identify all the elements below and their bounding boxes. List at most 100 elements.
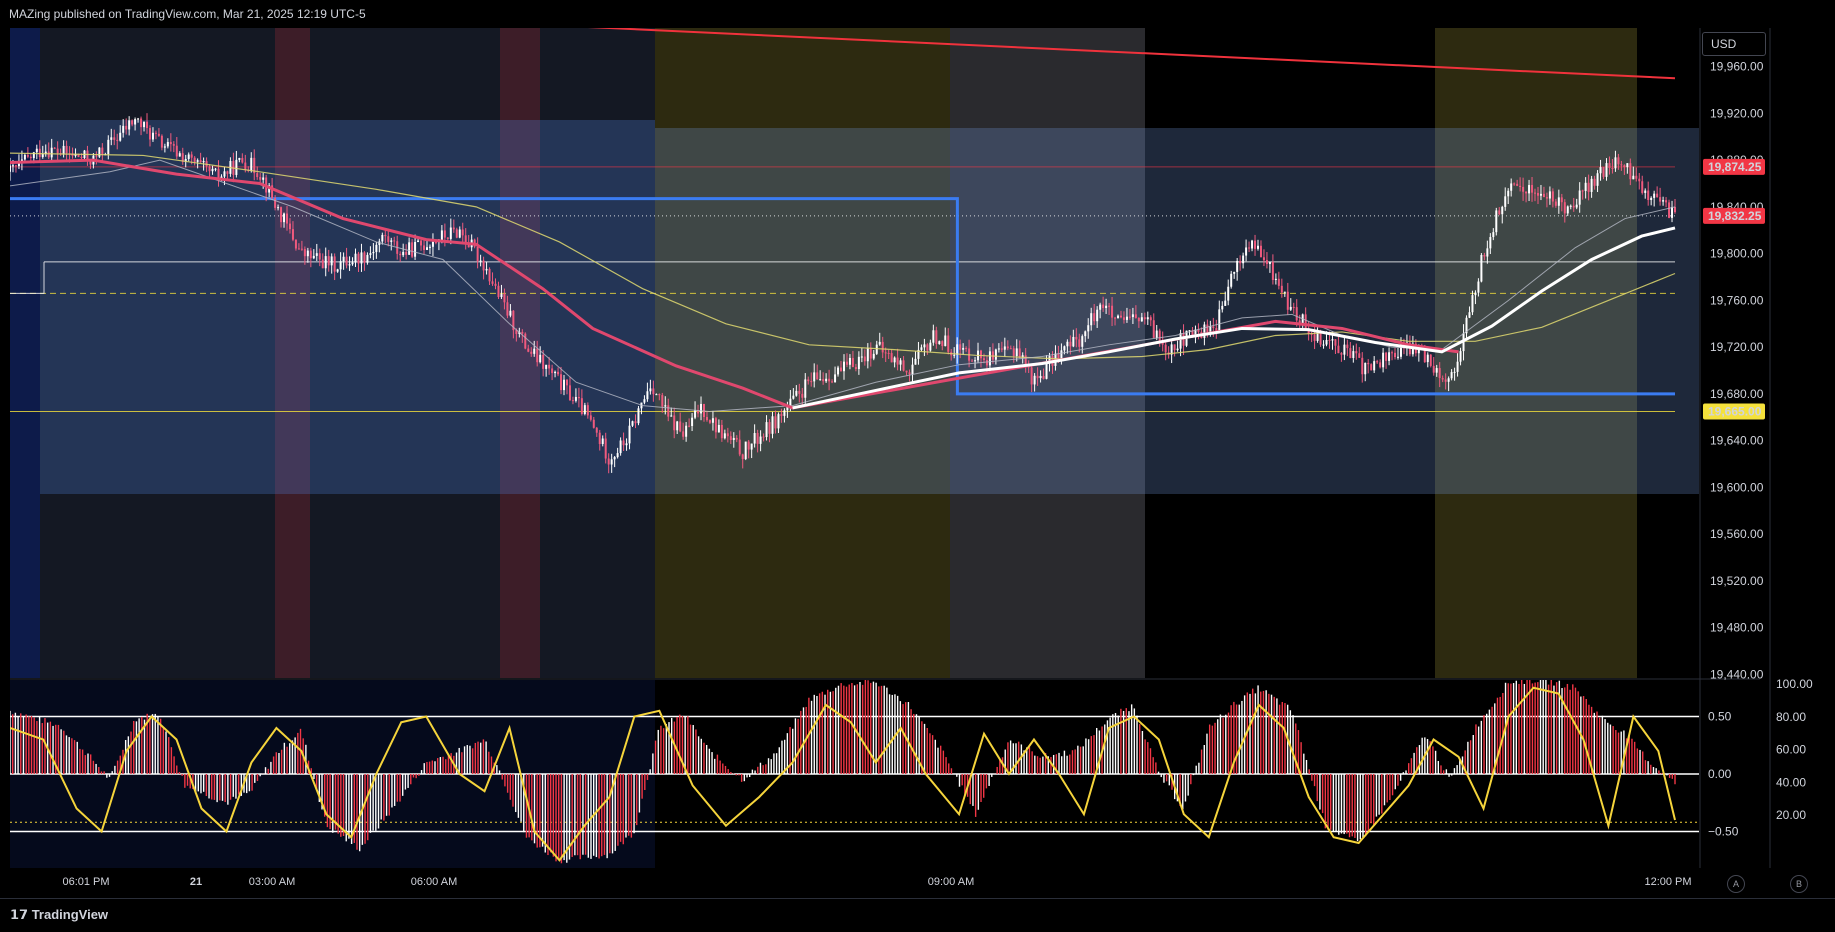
candle-body (899, 360, 902, 365)
candle-body (1245, 247, 1248, 256)
candle-body (545, 364, 548, 369)
candle (354, 248, 357, 267)
candle-body (548, 364, 551, 369)
candle-body (1039, 375, 1042, 379)
candle (1277, 271, 1280, 290)
candle-body (431, 241, 434, 247)
session-band-9 (1435, 28, 1637, 678)
candle-body (315, 253, 318, 256)
candle-body (244, 162, 247, 170)
candle-body (911, 364, 914, 375)
candle-body (1328, 340, 1331, 342)
candle (464, 228, 467, 250)
candle-body (366, 254, 369, 263)
candle-body (402, 251, 405, 256)
candle-body (810, 381, 813, 383)
candle (530, 347, 533, 357)
candle (110, 128, 113, 146)
candle-body (146, 121, 149, 129)
candle (1510, 178, 1513, 197)
candle (750, 443, 753, 459)
candle (705, 411, 708, 422)
candle (744, 441, 747, 461)
candle-body (1009, 348, 1012, 350)
candle (1456, 352, 1459, 377)
candle-body (962, 347, 965, 350)
candle (1254, 234, 1257, 256)
candle (414, 234, 417, 260)
candle (1638, 173, 1641, 190)
candle-body (1638, 178, 1641, 182)
candle-body (1078, 339, 1081, 347)
candle-body (551, 368, 554, 374)
candle (274, 195, 277, 211)
candle (1114, 316, 1117, 326)
candle (1468, 306, 1471, 319)
candle (1504, 187, 1507, 211)
candle-body (1024, 355, 1027, 367)
price-tick-label: 19,760.00 (1710, 293, 1764, 307)
candle (119, 125, 122, 142)
footer-bar: 𝟭𝟳 TradingView (0, 898, 1835, 932)
candle (1087, 318, 1090, 339)
candle-body (1492, 232, 1495, 238)
candle (953, 347, 956, 359)
candle-body (357, 253, 360, 264)
candle-body (1539, 193, 1542, 196)
candle-body (831, 381, 834, 383)
candle (1164, 341, 1167, 361)
candle-body (1248, 247, 1251, 249)
candle-body (649, 388, 652, 392)
candle (1236, 258, 1239, 281)
candle-body (1423, 345, 1426, 363)
candle-body (1641, 181, 1644, 193)
candle-body (452, 227, 455, 230)
candle (1042, 368, 1045, 380)
candle-body (369, 253, 372, 255)
candle (667, 398, 670, 422)
candle (848, 354, 851, 370)
time-tick-label: 21 (190, 876, 202, 888)
candle-body (1274, 278, 1277, 280)
candle (1099, 302, 1102, 319)
candle (947, 328, 950, 355)
candle (729, 431, 732, 445)
candle-body (866, 347, 869, 362)
chart-canvas[interactable]: 19,960.0019,920.0019,880.0019,840.0019,8… (0, 0, 1835, 898)
candle (1301, 313, 1304, 329)
candle (753, 424, 756, 448)
candle (780, 408, 783, 423)
candle (1006, 340, 1009, 351)
candle (980, 349, 983, 368)
candle (1519, 177, 1522, 192)
candle-body (1578, 190, 1581, 205)
candle-body (1519, 185, 1522, 187)
candle-body (151, 132, 154, 140)
candle (902, 356, 905, 372)
candle-body (1224, 300, 1227, 306)
candle-body (458, 229, 461, 238)
candle-body (801, 393, 804, 398)
candle-body (622, 440, 625, 446)
candle-body (1605, 163, 1608, 177)
currency-button[interactable]: USD (1702, 32, 1766, 56)
candle (408, 237, 411, 255)
candle-body (1501, 206, 1504, 215)
candle-body (1602, 167, 1605, 177)
candle-body (768, 422, 771, 434)
candle (250, 152, 253, 173)
time-axis[interactable]: 06:01 PM 21 03:00 AM 06:00 AM 09:00 AM 12:00 … (62, 876, 1691, 888)
candle (339, 252, 342, 279)
osc-right-tick: 60.00 (1776, 743, 1806, 757)
candle (577, 387, 580, 408)
tradingview-logo-icon: 𝟭𝟳 (10, 907, 32, 922)
osc-right-tick: 100.00 (1776, 677, 1813, 691)
candle (485, 261, 488, 275)
candle (1435, 364, 1438, 377)
candle-body (1525, 191, 1528, 194)
price-axis[interactable]: 19,960.0019,920.0019,880.0019,840.0019,8… (1710, 60, 1764, 682)
candle-body (842, 361, 845, 372)
candle (1218, 300, 1221, 333)
b-button[interactable]: B (1790, 875, 1808, 893)
auto-scale-button[interactable]: A (1727, 875, 1745, 893)
